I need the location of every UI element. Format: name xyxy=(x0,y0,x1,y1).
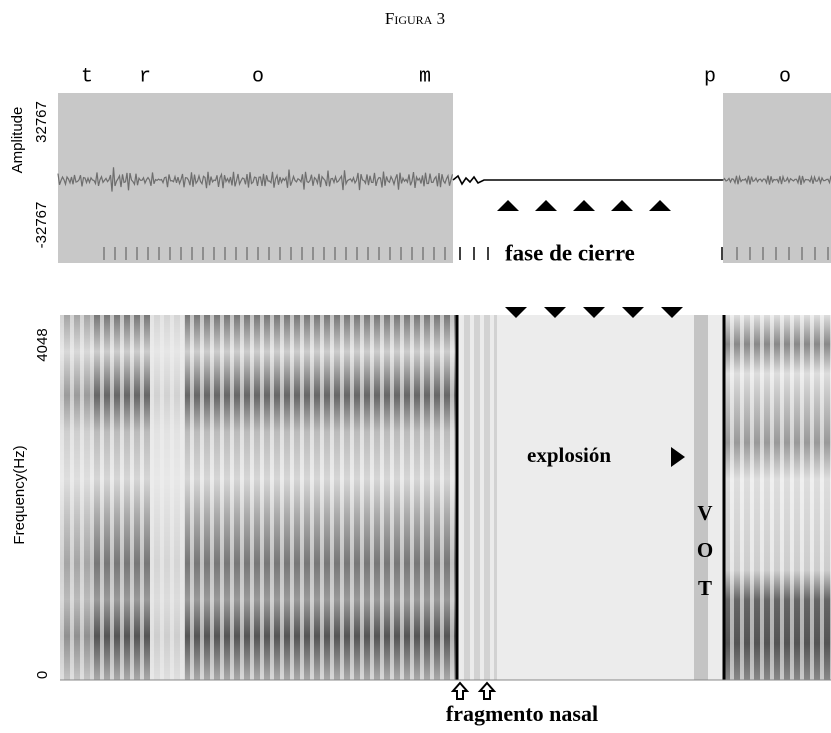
waveform-shade xyxy=(723,93,831,263)
waveform-trace xyxy=(452,174,723,186)
segment-label: r xyxy=(139,65,151,88)
waveform-trace xyxy=(57,167,454,192)
waveform-tick: -32767 xyxy=(33,202,50,249)
spectrogram-texture xyxy=(724,315,831,680)
segment-label: o xyxy=(779,65,791,88)
spectrogram-texture xyxy=(462,315,497,680)
segment-label: o xyxy=(252,65,264,88)
closure-markers xyxy=(505,307,683,318)
segment-label: m xyxy=(419,65,431,88)
spectrogram-texture xyxy=(60,315,457,680)
spectrogram-axis-label: Frequency(Hz) xyxy=(11,445,28,544)
burst-arrow xyxy=(671,447,685,467)
spectrogram-tick: 4048 xyxy=(34,328,51,361)
waveform-tick: 32767 xyxy=(33,101,50,143)
segment-ticks xyxy=(103,247,829,260)
nasal-arrows xyxy=(450,681,497,700)
spectrogram-gap xyxy=(150,315,185,680)
figure-title: Figura 3 xyxy=(385,9,445,28)
spectrogram-burst xyxy=(694,315,708,680)
waveform xyxy=(57,167,831,192)
waveform-trace xyxy=(722,174,831,186)
vot-letter: T xyxy=(698,576,712,600)
spectrogram-gap xyxy=(60,315,90,680)
vot-letter: O xyxy=(697,538,713,562)
spectrogram-tick: 0 xyxy=(34,671,51,679)
burst-label: explosión xyxy=(527,443,611,467)
closure-label: fase de cierre xyxy=(505,240,635,265)
waveform-axis-label: Amplitude xyxy=(9,107,26,174)
nasal-label: fragmento nasal xyxy=(446,701,598,726)
segment-label: t xyxy=(81,65,93,88)
segment-label: p xyxy=(704,65,716,88)
vot-letter: V xyxy=(697,501,712,525)
closure-markers xyxy=(497,200,671,211)
